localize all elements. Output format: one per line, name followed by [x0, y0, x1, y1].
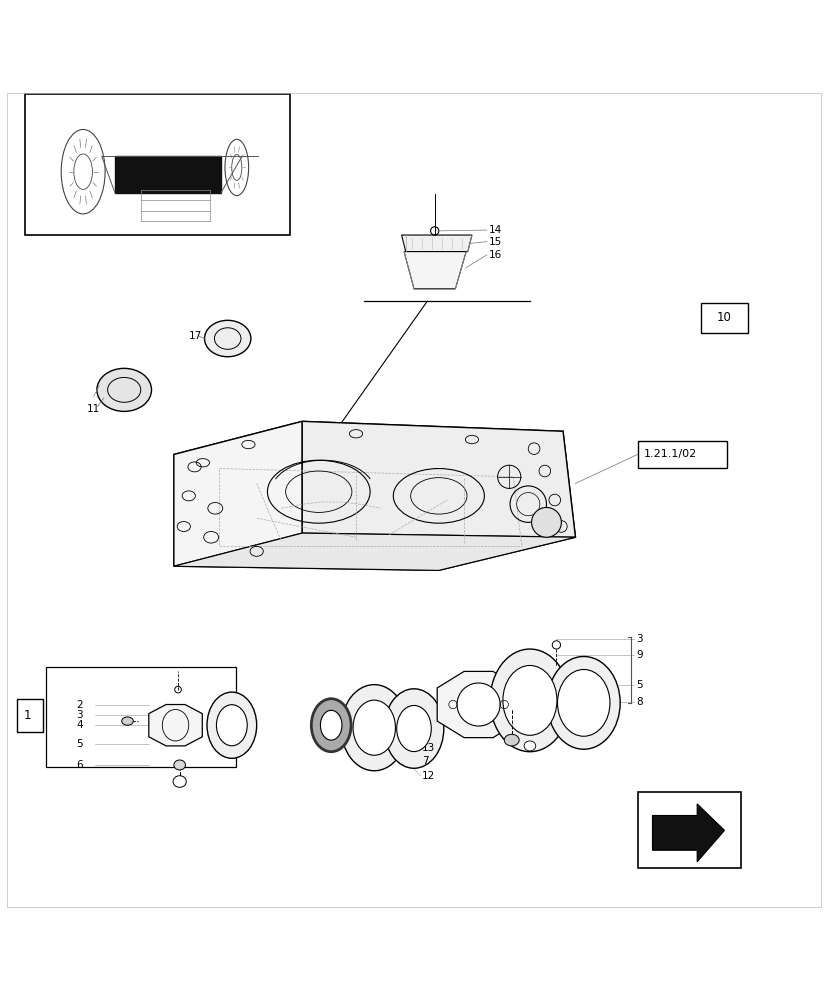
Ellipse shape	[557, 669, 609, 736]
Text: 15: 15	[488, 237, 501, 247]
Ellipse shape	[547, 656, 619, 749]
Ellipse shape	[207, 692, 256, 758]
Ellipse shape	[490, 649, 569, 752]
Text: 9: 9	[635, 650, 642, 660]
Ellipse shape	[216, 705, 247, 746]
Text: 3: 3	[76, 710, 83, 720]
Text: 8: 8	[635, 697, 642, 707]
Text: 5: 5	[76, 739, 83, 749]
Polygon shape	[652, 804, 724, 862]
Ellipse shape	[352, 700, 395, 755]
Bar	[25, 94, 289, 235]
Ellipse shape	[523, 741, 535, 751]
Text: 14: 14	[488, 225, 501, 235]
Ellipse shape	[531, 507, 561, 537]
Text: 7: 7	[422, 756, 428, 766]
Ellipse shape	[122, 717, 133, 725]
Text: 1.21.1/02: 1.21.1/02	[643, 449, 696, 459]
Ellipse shape	[384, 689, 443, 768]
Polygon shape	[174, 533, 575, 570]
Polygon shape	[401, 235, 471, 252]
Bar	[45, 667, 236, 767]
Text: 12: 12	[422, 771, 435, 781]
Bar	[637, 792, 740, 868]
Text: 4: 4	[76, 720, 83, 730]
Ellipse shape	[204, 320, 251, 357]
Text: 13: 13	[422, 743, 435, 753]
Text: 3: 3	[635, 634, 642, 644]
Polygon shape	[404, 252, 466, 289]
Ellipse shape	[502, 665, 557, 735]
Bar	[17, 699, 43, 732]
Polygon shape	[302, 421, 575, 537]
Ellipse shape	[174, 760, 185, 770]
Bar	[700, 303, 747, 333]
Polygon shape	[149, 705, 202, 746]
Ellipse shape	[396, 705, 431, 752]
Text: 16: 16	[488, 250, 501, 260]
Ellipse shape	[341, 685, 407, 771]
Text: 10: 10	[716, 311, 731, 324]
Polygon shape	[174, 421, 302, 566]
Text: 5: 5	[635, 680, 642, 690]
Polygon shape	[174, 421, 575, 570]
Polygon shape	[437, 671, 519, 738]
Ellipse shape	[504, 734, 519, 746]
Ellipse shape	[97, 368, 151, 411]
Ellipse shape	[173, 776, 186, 787]
Bar	[115, 156, 221, 193]
Ellipse shape	[457, 683, 500, 726]
Text: 1: 1	[23, 709, 31, 722]
Bar	[637, 441, 726, 468]
Text: 6: 6	[76, 760, 83, 770]
Ellipse shape	[311, 699, 351, 752]
Text: 17: 17	[189, 331, 202, 341]
Ellipse shape	[320, 710, 342, 740]
Text: 2: 2	[76, 700, 83, 710]
Text: 11: 11	[87, 404, 100, 414]
